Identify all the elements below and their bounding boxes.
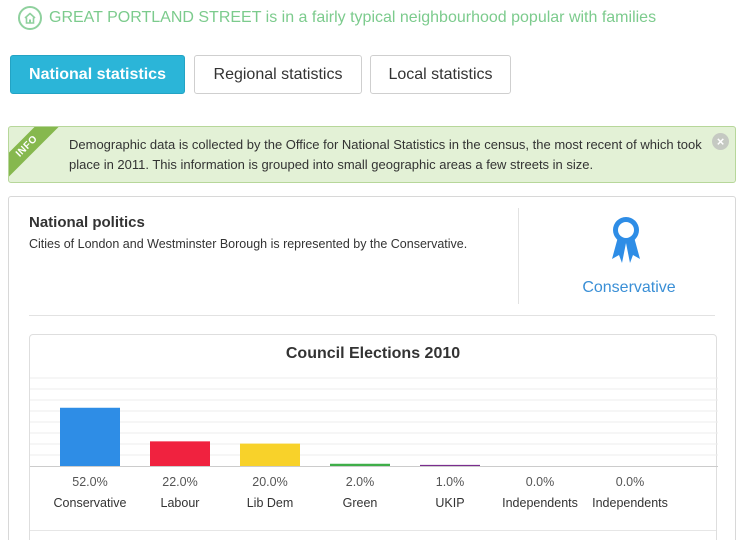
chart-bar — [330, 463, 390, 466]
headline-text: GREAT PORTLAND STREET is in a fairly typ… — [49, 9, 657, 26]
chart-bar — [150, 441, 210, 466]
horizontal-divider — [29, 315, 715, 316]
chart-value-label: 0.0% — [526, 475, 555, 489]
info-ribbon: INFO — [9, 127, 60, 179]
chart-category-label: Labour — [161, 496, 200, 510]
party-name: Conservative — [582, 279, 676, 296]
home-icon — [18, 6, 42, 30]
chart-category-label: Independents — [592, 496, 668, 510]
tab-local-statistics[interactable]: Local statistics — [370, 55, 511, 94]
tab-national-statistics[interactable]: National statistics — [10, 55, 185, 94]
chart-category-label: Conservative — [54, 496, 127, 510]
chart-value-label: 22.0% — [162, 475, 197, 489]
council-elections-chart: 52.0% Conservative 22.0% Labour 20.0% Lib Dem… — [29, 334, 718, 540]
rosette-icon — [612, 217, 640, 263]
chart-category-label: Green — [343, 496, 378, 510]
chart-bar — [60, 407, 120, 466]
chart-value-label: 20.0% — [252, 475, 287, 489]
info-banner: INFO Demographic data is collected by th… — [8, 126, 736, 183]
chart-value-label: 52.0% — [72, 475, 107, 489]
chart-title: Council Elections 2010 — [285, 345, 461, 362]
chart-value-label: 1.0% — [436, 475, 465, 489]
vertical-divider — [518, 208, 519, 304]
statistics-panel: National politics Cities of London and W… — [8, 196, 736, 540]
chart-canvas: 52.0% Conservative 22.0% Labour 20.0% Lib Dem… — [30, 377, 718, 510]
chart-bar — [420, 464, 480, 466]
chart-value-label: 2.0% — [346, 475, 375, 489]
chart-category-label: UKIP — [435, 496, 464, 510]
chart-category-label: Lib Dem — [247, 496, 294, 510]
chart-category-label: Independents — [502, 496, 578, 510]
politics-title: National politics — [29, 214, 145, 231]
politics-description: Cities of London and Westminster Borough… — [29, 237, 468, 251]
info-text: Demographic data is collected by the Off… — [69, 137, 702, 172]
tab-regional-statistics[interactable]: Regional statistics — [194, 55, 362, 94]
chart-bottom-divider — [30, 530, 716, 531]
chart-bar — [240, 443, 300, 466]
close-icon[interactable]: × — [712, 133, 729, 150]
page-headline: GREAT PORTLAND STREET is in a fairly typ… — [18, 6, 656, 30]
chart-value-label: 0.0% — [616, 475, 645, 489]
